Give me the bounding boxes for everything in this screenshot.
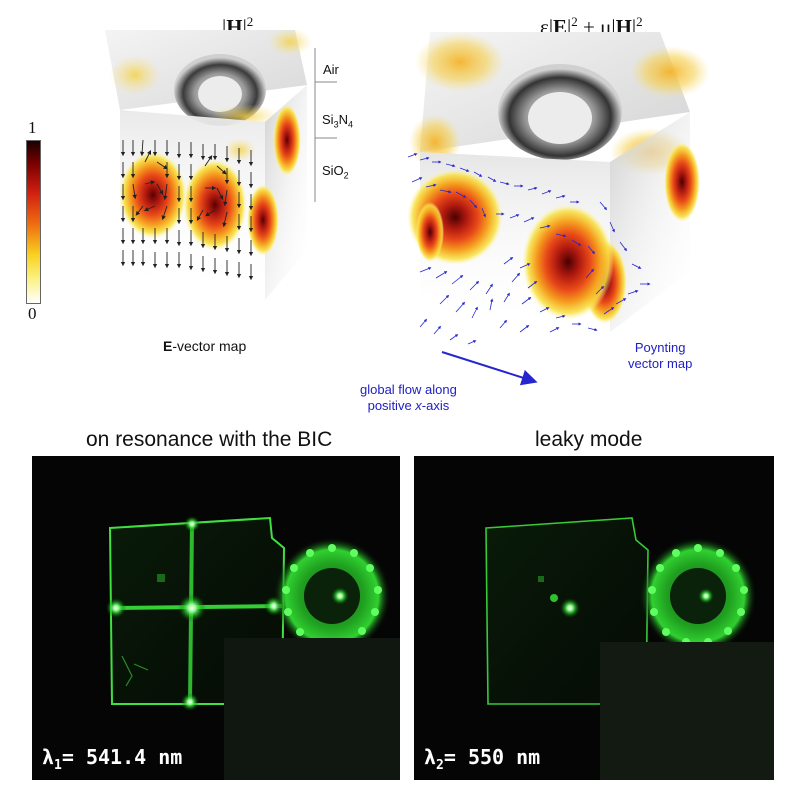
- e-vector-map-caption: E-vector map: [163, 338, 247, 354]
- photo-bic-resonance: [32, 456, 400, 780]
- poynting-vector-map-caption: Poynting vector map: [628, 340, 693, 371]
- wavelength-label-2: λ2= 550 nm: [424, 745, 541, 773]
- photo-leaky-mode: [414, 456, 774, 780]
- h-field-cube-diagram: [105, 30, 337, 300]
- layer-label-si3n4: Si3N4: [322, 112, 353, 130]
- colorbar-min-label: 0: [28, 304, 37, 323]
- colorbar-gradient: [26, 140, 41, 304]
- layer-label-air: Air: [323, 62, 339, 77]
- photo-title-bic: on resonance with the BIC: [86, 428, 333, 451]
- wavelength-label-1: λ1= 541.4 nm: [42, 745, 183, 773]
- colorbar: 1 0: [20, 118, 60, 323]
- colorbar-max-label: 1: [28, 118, 37, 137]
- energy-density-cube-diagram: [407, 32, 710, 386]
- layer-label-sio2: SiO2: [322, 163, 349, 181]
- global-flow-caption: global flow along positive x-axis: [360, 382, 457, 413]
- photo-title-leaky: leaky mode: [535, 428, 643, 451]
